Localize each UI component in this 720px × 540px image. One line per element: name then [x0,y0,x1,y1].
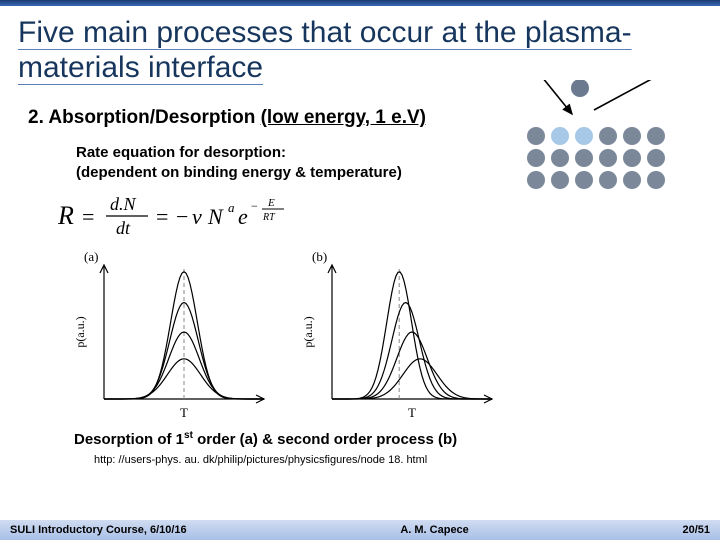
footer-center: A. M. Capece [187,524,683,536]
caption-sup: st [184,430,193,441]
panel-label-a: (a) [84,249,98,265]
chart-caption: Desorption of 1st order (a) & second ord… [0,426,720,448]
svg-text:=: = [82,204,94,229]
caption-pre: Desorption of 1 [74,431,184,448]
panel-label-b: (b) [312,249,327,265]
footer-left: SULI Introductory Course, 6/10/16 [10,524,187,536]
footer-right: 20/51 [682,524,710,536]
svg-text:ν: ν [192,204,202,229]
svg-text:p(a.u.): p(a.u.) [301,316,315,347]
caption-mid: order (a) & second order process (b) [193,431,457,448]
svg-text:−: − [251,199,258,213]
footer-bar: SULI Introductory Course, 6/10/16 A. M. … [0,520,720,540]
svg-text:=: = [156,204,168,229]
chart-b-svg: p(a.u.) T [300,251,500,421]
atom-svg [518,80,696,200]
slide-title: Five main processes that occur at the pl… [0,6,720,89]
svg-text:d.N: d.N [110,194,137,214]
svg-text:T: T [180,405,188,420]
subtitle-prefix: 2. Absorption/Desorption [28,107,261,128]
svg-text:a: a [228,200,235,215]
svg-text:−: − [176,204,188,229]
svg-text:R: R [58,201,74,230]
svg-text:RT: RT [262,212,276,223]
svg-text:p(a.u.): p(a.u.) [73,316,87,347]
chart-a-svg: p(a.u.) T [72,251,272,421]
svg-text:dt: dt [116,218,131,238]
chart-b: (b) p(a.u.) T [300,251,500,426]
svg-text:T: T [408,405,416,420]
source-url: http: //users-phys. au. dk/philip/pictur… [0,448,720,466]
svg-text:E: E [267,197,275,209]
chart-a: (a) p(a.u.) T [72,251,272,426]
charts-container: (a) p(a.u.) T (b) p(a.u.) T [0,245,720,426]
svg-text:N: N [207,204,224,229]
svg-text:e: e [238,204,248,229]
atom-diagram [518,80,696,200]
subtitle-underlined: (low energy, 1 e.V) [261,107,426,128]
